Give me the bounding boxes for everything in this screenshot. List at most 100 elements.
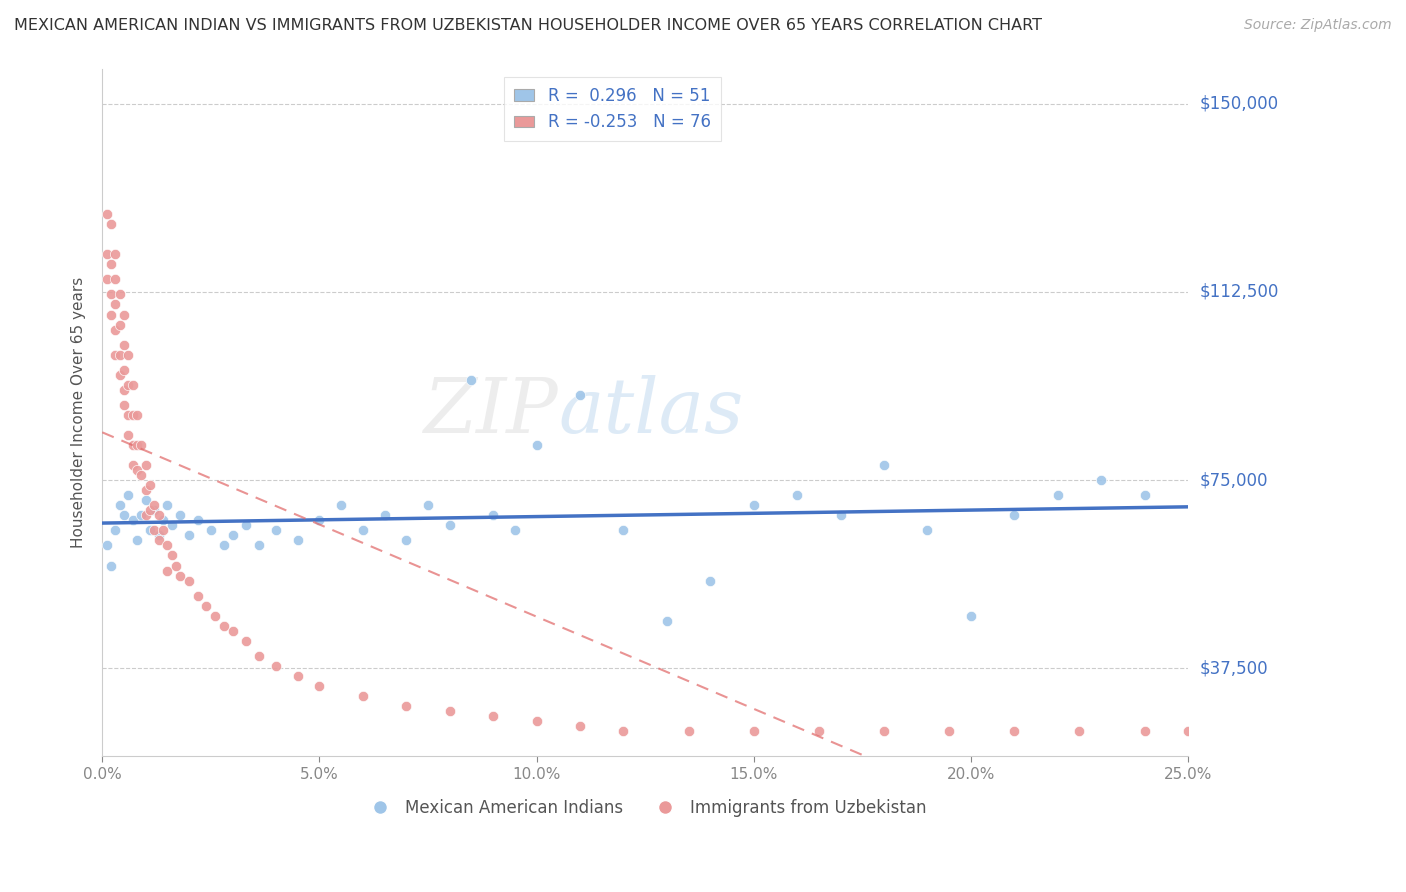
Point [373, 508, 395, 523]
Text: $37,500: $37,500 [1199, 659, 1268, 677]
Point [125, 408, 148, 422]
Point [742, 498, 765, 512]
Point [235, 633, 257, 648]
Point [1002, 724, 1025, 739]
Point [655, 614, 678, 628]
Point [287, 533, 309, 548]
Point [135, 493, 157, 508]
Point [221, 624, 243, 638]
Point [960, 608, 983, 623]
Point [108, 348, 131, 362]
Point [1133, 488, 1156, 502]
Point [204, 608, 226, 623]
Point [395, 533, 418, 548]
Point [139, 524, 162, 538]
Point [187, 589, 209, 603]
Point [117, 428, 139, 442]
Point [148, 533, 170, 548]
Point [526, 714, 548, 728]
Point [96, 272, 118, 286]
Point [460, 373, 482, 387]
Point [143, 524, 166, 538]
Point [247, 538, 270, 552]
Point [308, 513, 330, 527]
Point [104, 297, 127, 311]
Point [117, 488, 139, 502]
Point [873, 724, 896, 739]
Point [112, 308, 135, 322]
Point [121, 438, 143, 452]
Text: $75,000: $75,000 [1199, 471, 1268, 489]
Point [117, 348, 139, 362]
Point [526, 438, 548, 452]
Point [100, 308, 122, 322]
Point [129, 468, 152, 483]
Point [104, 247, 127, 261]
Point [104, 524, 127, 538]
Point [125, 438, 148, 452]
Point [247, 648, 270, 663]
Point [135, 508, 157, 523]
Point [125, 533, 148, 548]
Point [1090, 473, 1112, 487]
Point [100, 217, 122, 231]
Point [112, 398, 135, 412]
Point [96, 538, 118, 552]
Point [108, 287, 131, 301]
Point [873, 458, 896, 472]
Point [165, 558, 187, 573]
Point [156, 538, 179, 552]
Text: $112,500: $112,500 [1199, 283, 1278, 301]
Point [129, 508, 152, 523]
Point [139, 503, 162, 517]
Text: ZIP: ZIP [423, 376, 558, 450]
Text: atlas: atlas [558, 376, 744, 450]
Point [121, 408, 143, 422]
Point [104, 272, 127, 286]
Point [264, 659, 287, 673]
Point [287, 669, 309, 683]
Legend: Mexican American Indians, Immigrants from Uzbekistan: Mexican American Indians, Immigrants fro… [357, 792, 934, 823]
Point [416, 498, 439, 512]
Text: MEXICAN AMERICAN INDIAN VS IMMIGRANTS FROM UZBEKISTAN HOUSEHOLDER INCOME OVER 65: MEXICAN AMERICAN INDIAN VS IMMIGRANTS FR… [14, 18, 1042, 33]
Point [568, 388, 591, 402]
Point [187, 513, 209, 527]
Point [221, 528, 243, 542]
Point [308, 679, 330, 693]
Point [96, 247, 118, 261]
Point [212, 538, 235, 552]
Point [148, 508, 170, 523]
Point [1133, 724, 1156, 739]
Point [139, 478, 162, 492]
Point [121, 458, 143, 472]
Point [395, 699, 418, 714]
Text: Source: ZipAtlas.com: Source: ZipAtlas.com [1244, 18, 1392, 32]
Point [568, 719, 591, 733]
Point [1046, 488, 1069, 502]
Point [264, 524, 287, 538]
Point [104, 348, 127, 362]
Point [699, 574, 721, 588]
Point [100, 287, 122, 301]
Point [125, 463, 148, 477]
Point [112, 337, 135, 351]
Point [160, 518, 183, 533]
Point [612, 524, 634, 538]
Point [112, 508, 135, 523]
Point [742, 724, 765, 739]
Point [108, 498, 131, 512]
Point [482, 709, 505, 723]
Point [177, 528, 200, 542]
Point [108, 318, 131, 332]
Point [100, 257, 122, 271]
Point [121, 377, 143, 392]
Point [177, 574, 200, 588]
Point [830, 508, 852, 523]
Point [352, 689, 374, 703]
Point [503, 524, 526, 538]
Point [1177, 724, 1199, 739]
Point [352, 524, 374, 538]
Point [330, 498, 353, 512]
Point [1069, 724, 1091, 739]
Point [200, 524, 222, 538]
